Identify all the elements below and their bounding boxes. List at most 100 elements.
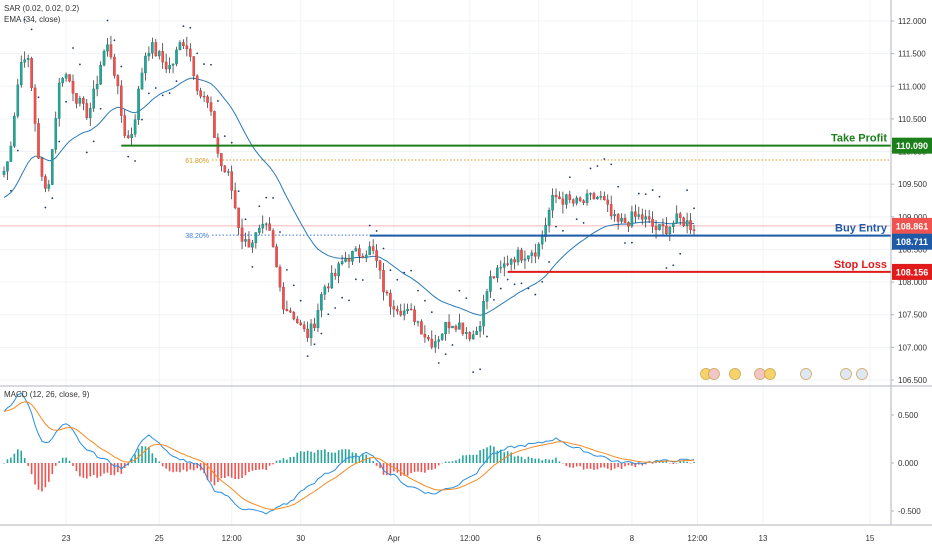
macd-histogram-bar bbox=[610, 463, 612, 471]
candle bbox=[416, 321, 420, 323]
macd-histogram-bar bbox=[489, 445, 492, 463]
x-tick-label: Apr bbox=[388, 534, 401, 543]
sar-dot bbox=[230, 141, 233, 144]
y-tick-label: 106.500 bbox=[898, 376, 927, 385]
candle bbox=[19, 62, 23, 86]
macd-histogram-bar bbox=[437, 463, 440, 466]
macd-histogram-bar bbox=[23, 458, 26, 463]
candle bbox=[57, 82, 61, 119]
candle bbox=[565, 194, 568, 205]
macd-histogram-bar bbox=[596, 463, 599, 470]
candle bbox=[661, 224, 665, 227]
macd-histogram-bar bbox=[58, 461, 60, 463]
candle bbox=[689, 220, 692, 230]
level-label: Stop Loss bbox=[834, 259, 887, 271]
candle bbox=[109, 44, 113, 58]
macd-histogram-bar bbox=[406, 463, 409, 476]
candle bbox=[430, 338, 434, 348]
candle bbox=[471, 334, 475, 340]
candle bbox=[651, 219, 654, 227]
macd-histogram-bar bbox=[155, 457, 157, 463]
macd-histogram-bar bbox=[396, 463, 399, 473]
sar-dot bbox=[430, 311, 433, 314]
candle bbox=[157, 51, 161, 57]
candle bbox=[154, 42, 158, 57]
macd-histogram-bar bbox=[161, 463, 164, 467]
macd-histogram-bar bbox=[527, 456, 530, 463]
macd-histogram-bar bbox=[189, 463, 192, 470]
candle bbox=[140, 72, 144, 90]
macd-line bbox=[3, 392, 695, 515]
macd-histogram-bar bbox=[258, 463, 261, 470]
y-tick-label: 108.500 bbox=[898, 245, 927, 254]
macd-histogram-bar bbox=[68, 460, 71, 463]
sar-legend: SAR (0.02, 0.02, 0.2) bbox=[4, 4, 80, 13]
sar-dot bbox=[189, 26, 192, 29]
macd-histogram-bar bbox=[651, 463, 654, 464]
x-tick-label: 8 bbox=[630, 534, 635, 543]
macd-histogram-bar bbox=[168, 463, 171, 472]
candle bbox=[433, 341, 437, 348]
candle bbox=[361, 255, 365, 259]
macd-histogram-bar bbox=[558, 461, 561, 463]
macd-histogram-bar bbox=[261, 463, 264, 470]
level-label: Take Profit bbox=[831, 133, 887, 145]
candle bbox=[251, 242, 254, 248]
macd-histogram-bar bbox=[110, 463, 112, 476]
macd-histogram-bar bbox=[399, 463, 402, 476]
macd-histogram-bar bbox=[455, 460, 457, 463]
macd-histogram-bar bbox=[600, 463, 602, 468]
candle bbox=[454, 325, 458, 330]
candle bbox=[420, 321, 423, 335]
candle bbox=[575, 197, 578, 204]
macd-histogram-bar bbox=[72, 463, 74, 466]
sar-dot bbox=[679, 252, 682, 255]
macd-histogram-bar bbox=[410, 463, 412, 474]
macd-histogram-bar bbox=[679, 460, 681, 463]
macd-histogram-bar bbox=[3, 463, 5, 464]
sar-dot bbox=[168, 92, 171, 94]
sar-dot bbox=[527, 287, 530, 290]
macd-histogram-bar bbox=[65, 457, 67, 463]
candle bbox=[475, 330, 478, 335]
sar-dot bbox=[72, 47, 74, 49]
sar-dot bbox=[320, 332, 323, 335]
candle bbox=[344, 258, 347, 262]
candle bbox=[551, 195, 554, 211]
candle bbox=[644, 216, 647, 220]
sar-dot bbox=[555, 225, 557, 228]
macd-histogram-bar bbox=[234, 463, 236, 479]
macd-histogram-bar bbox=[148, 446, 150, 463]
fib-label: 38.20% bbox=[185, 233, 209, 240]
macd-histogram-bar bbox=[268, 463, 271, 466]
candle bbox=[440, 333, 444, 340]
macd-histogram-bar bbox=[282, 458, 285, 463]
candle bbox=[51, 149, 54, 185]
sar-dot bbox=[513, 283, 516, 286]
sar-dot bbox=[686, 189, 688, 192]
candle bbox=[333, 272, 337, 277]
candle bbox=[616, 214, 620, 222]
candle bbox=[385, 291, 389, 294]
candle bbox=[458, 322, 461, 330]
candle bbox=[209, 102, 213, 112]
event-icons bbox=[700, 368, 868, 380]
candle bbox=[647, 216, 651, 220]
macd-histogram-bar bbox=[565, 463, 568, 467]
sar-dot bbox=[361, 279, 364, 281]
macd-histogram-bar bbox=[134, 454, 136, 463]
candle bbox=[485, 291, 489, 302]
sar-dot bbox=[548, 261, 550, 263]
macd-histogram-bar bbox=[241, 463, 243, 478]
y-tick-label: 109.500 bbox=[898, 180, 927, 189]
macd-histogram-bar bbox=[61, 457, 64, 463]
macd-histogram-bar bbox=[582, 463, 585, 470]
macd-histogram-bar bbox=[337, 450, 340, 463]
candle bbox=[640, 214, 644, 220]
sar-dot bbox=[334, 307, 337, 309]
candle bbox=[465, 332, 468, 334]
macd-histogram-bar bbox=[420, 463, 423, 473]
sar-dot bbox=[437, 362, 440, 364]
macd-histogram-bar bbox=[151, 453, 154, 463]
macd-histogram-bar bbox=[344, 449, 347, 463]
